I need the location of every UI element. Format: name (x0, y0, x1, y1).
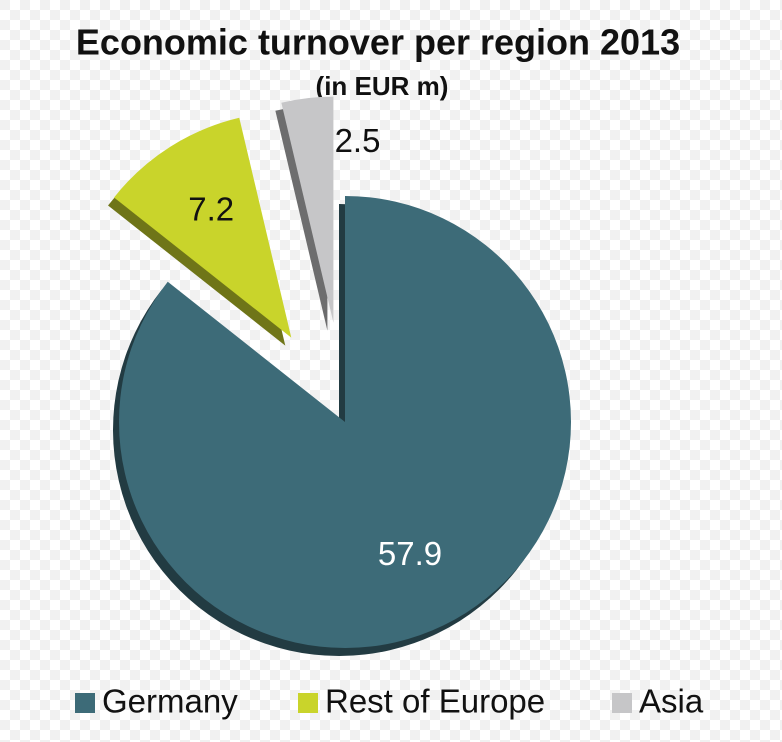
legend-swatch (612, 693, 632, 713)
chart-title: Economic turnover per region 2013 (76, 22, 680, 63)
data-label: 57.9 (378, 535, 442, 572)
chart-subtitle: (in EUR m) (316, 71, 449, 101)
slice (118, 196, 571, 648)
data-label: 2.5 (335, 122, 381, 159)
slice (281, 96, 334, 323)
data-label: 7.2 (188, 191, 234, 228)
legend-label: Germany (102, 683, 238, 720)
legend-swatch (75, 693, 95, 713)
legend-label: Asia (639, 683, 704, 720)
legend-swatch (298, 693, 318, 713)
legend-label: Rest of Europe (325, 683, 545, 720)
slice (114, 117, 292, 338)
